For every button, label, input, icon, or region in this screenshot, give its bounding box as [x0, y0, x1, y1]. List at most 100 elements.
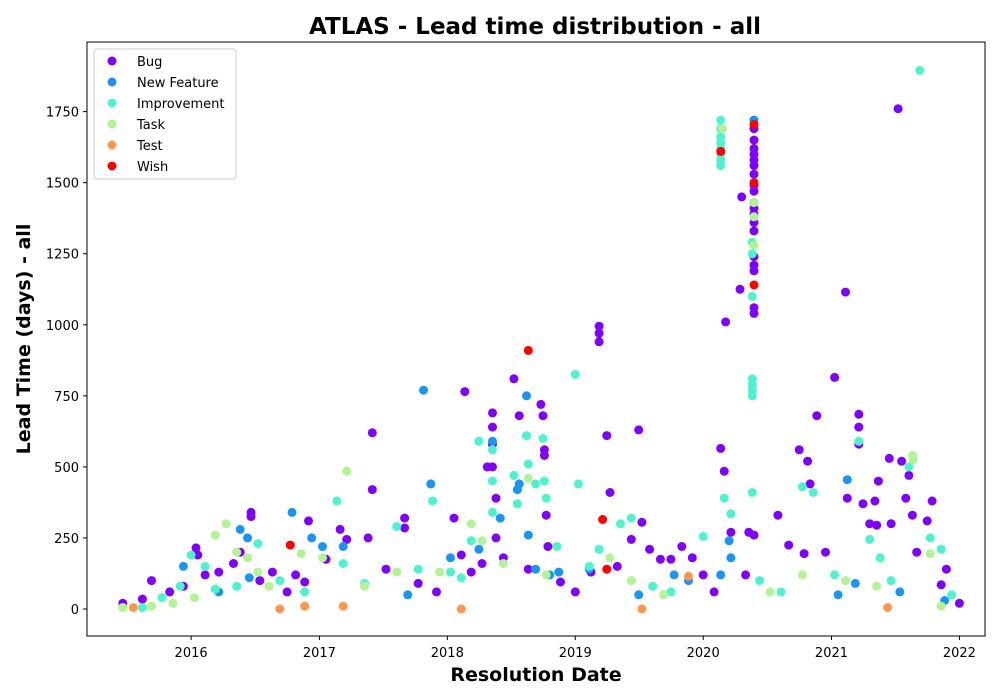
- data-point: [200, 561, 210, 571]
- data-point: [797, 482, 807, 492]
- data-point: [446, 553, 455, 563]
- data-point: [300, 601, 310, 611]
- data-point: [893, 104, 903, 114]
- legend-marker: [107, 77, 117, 87]
- data-point: [335, 524, 345, 534]
- data-point: [466, 567, 476, 577]
- data-point: [927, 496, 937, 506]
- legend-label: Task: [136, 118, 166, 133]
- data-point: [626, 576, 636, 586]
- y-tick-label: 500: [54, 461, 79, 476]
- data-point: [901, 493, 911, 503]
- data-point: [735, 284, 745, 294]
- x-axis: 2016 2017 2018 2019 2020 2021 2022: [175, 636, 976, 661]
- x-tick-label: 2021: [815, 646, 848, 661]
- data-point: [318, 553, 327, 563]
- data-point: [456, 550, 466, 560]
- data-point: [552, 542, 562, 551]
- data-point: [830, 570, 840, 580]
- legend-label: New Feature: [137, 76, 219, 91]
- data-point: [432, 587, 441, 597]
- data-point: [925, 549, 935, 559]
- data-point: [210, 530, 220, 540]
- legend: Bug New Feature Improvement Task Test Wish: [93, 48, 237, 180]
- data-point: [904, 462, 914, 472]
- data-point: [841, 287, 850, 297]
- data-point: [523, 530, 533, 540]
- data-point: [523, 564, 533, 574]
- data-point: [747, 291, 757, 301]
- points-layer: [118, 65, 964, 614]
- data-point: [253, 567, 263, 577]
- data-point: [466, 519, 476, 529]
- data-point: [477, 559, 487, 568]
- data-point: [360, 581, 370, 591]
- data-point: [908, 455, 918, 465]
- data-point: [538, 411, 548, 421]
- data-point: [922, 516, 932, 526]
- data-point: [875, 553, 885, 563]
- data-point: [175, 581, 185, 591]
- data-point: [488, 422, 497, 432]
- data-point: [413, 578, 423, 588]
- data-point: [594, 328, 604, 338]
- data-point: [243, 533, 252, 543]
- data-point: [886, 519, 896, 529]
- data-point: [318, 542, 327, 551]
- data-point: [584, 561, 594, 571]
- data-point: [749, 119, 759, 129]
- data-point: [531, 564, 541, 574]
- data-point: [514, 411, 524, 421]
- data-point: [491, 493, 501, 503]
- data-point: [363, 533, 373, 543]
- data-point: [456, 604, 466, 614]
- data-point: [687, 553, 697, 563]
- data-point: [784, 540, 794, 550]
- data-point: [147, 601, 156, 611]
- data-point: [300, 577, 310, 587]
- data-point: [531, 479, 541, 489]
- data-point: [749, 266, 759, 276]
- data-point: [191, 543, 201, 553]
- data-point: [865, 534, 875, 544]
- data-point: [821, 547, 830, 557]
- data-point: [666, 587, 676, 597]
- data-point: [381, 564, 391, 574]
- data-point: [428, 496, 438, 506]
- data-point: [749, 308, 759, 318]
- data-point: [543, 542, 553, 551]
- data-point: [842, 475, 852, 485]
- data-point: [698, 532, 708, 541]
- data-point: [886, 576, 896, 586]
- data-point: [749, 280, 759, 290]
- data-point: [749, 212, 759, 222]
- data-point: [275, 576, 285, 586]
- legend-label: Improvement: [137, 97, 224, 112]
- data-point: [726, 527, 736, 537]
- data-point: [873, 476, 883, 486]
- data-point: [954, 598, 964, 608]
- data-point: [897, 456, 907, 466]
- data-point: [498, 559, 508, 568]
- data-point: [716, 570, 726, 580]
- data-point: [338, 542, 348, 551]
- data-point: [799, 549, 809, 559]
- data-point: [854, 436, 864, 446]
- data-point: [403, 590, 413, 600]
- data-point: [749, 530, 759, 540]
- data-point: [538, 434, 548, 443]
- data-point: [912, 547, 922, 557]
- data-point: [556, 577, 565, 587]
- data-point: [718, 124, 727, 134]
- data-point: [594, 544, 604, 554]
- data-point: [523, 459, 533, 469]
- series-bug: [118, 104, 964, 608]
- data-point: [338, 559, 348, 568]
- data-point: [602, 431, 612, 441]
- data-point: [749, 135, 759, 145]
- data-point: [749, 161, 759, 171]
- data-point: [488, 476, 497, 486]
- x-tick-label: 2022: [943, 646, 976, 661]
- legend-label: Test: [136, 139, 163, 154]
